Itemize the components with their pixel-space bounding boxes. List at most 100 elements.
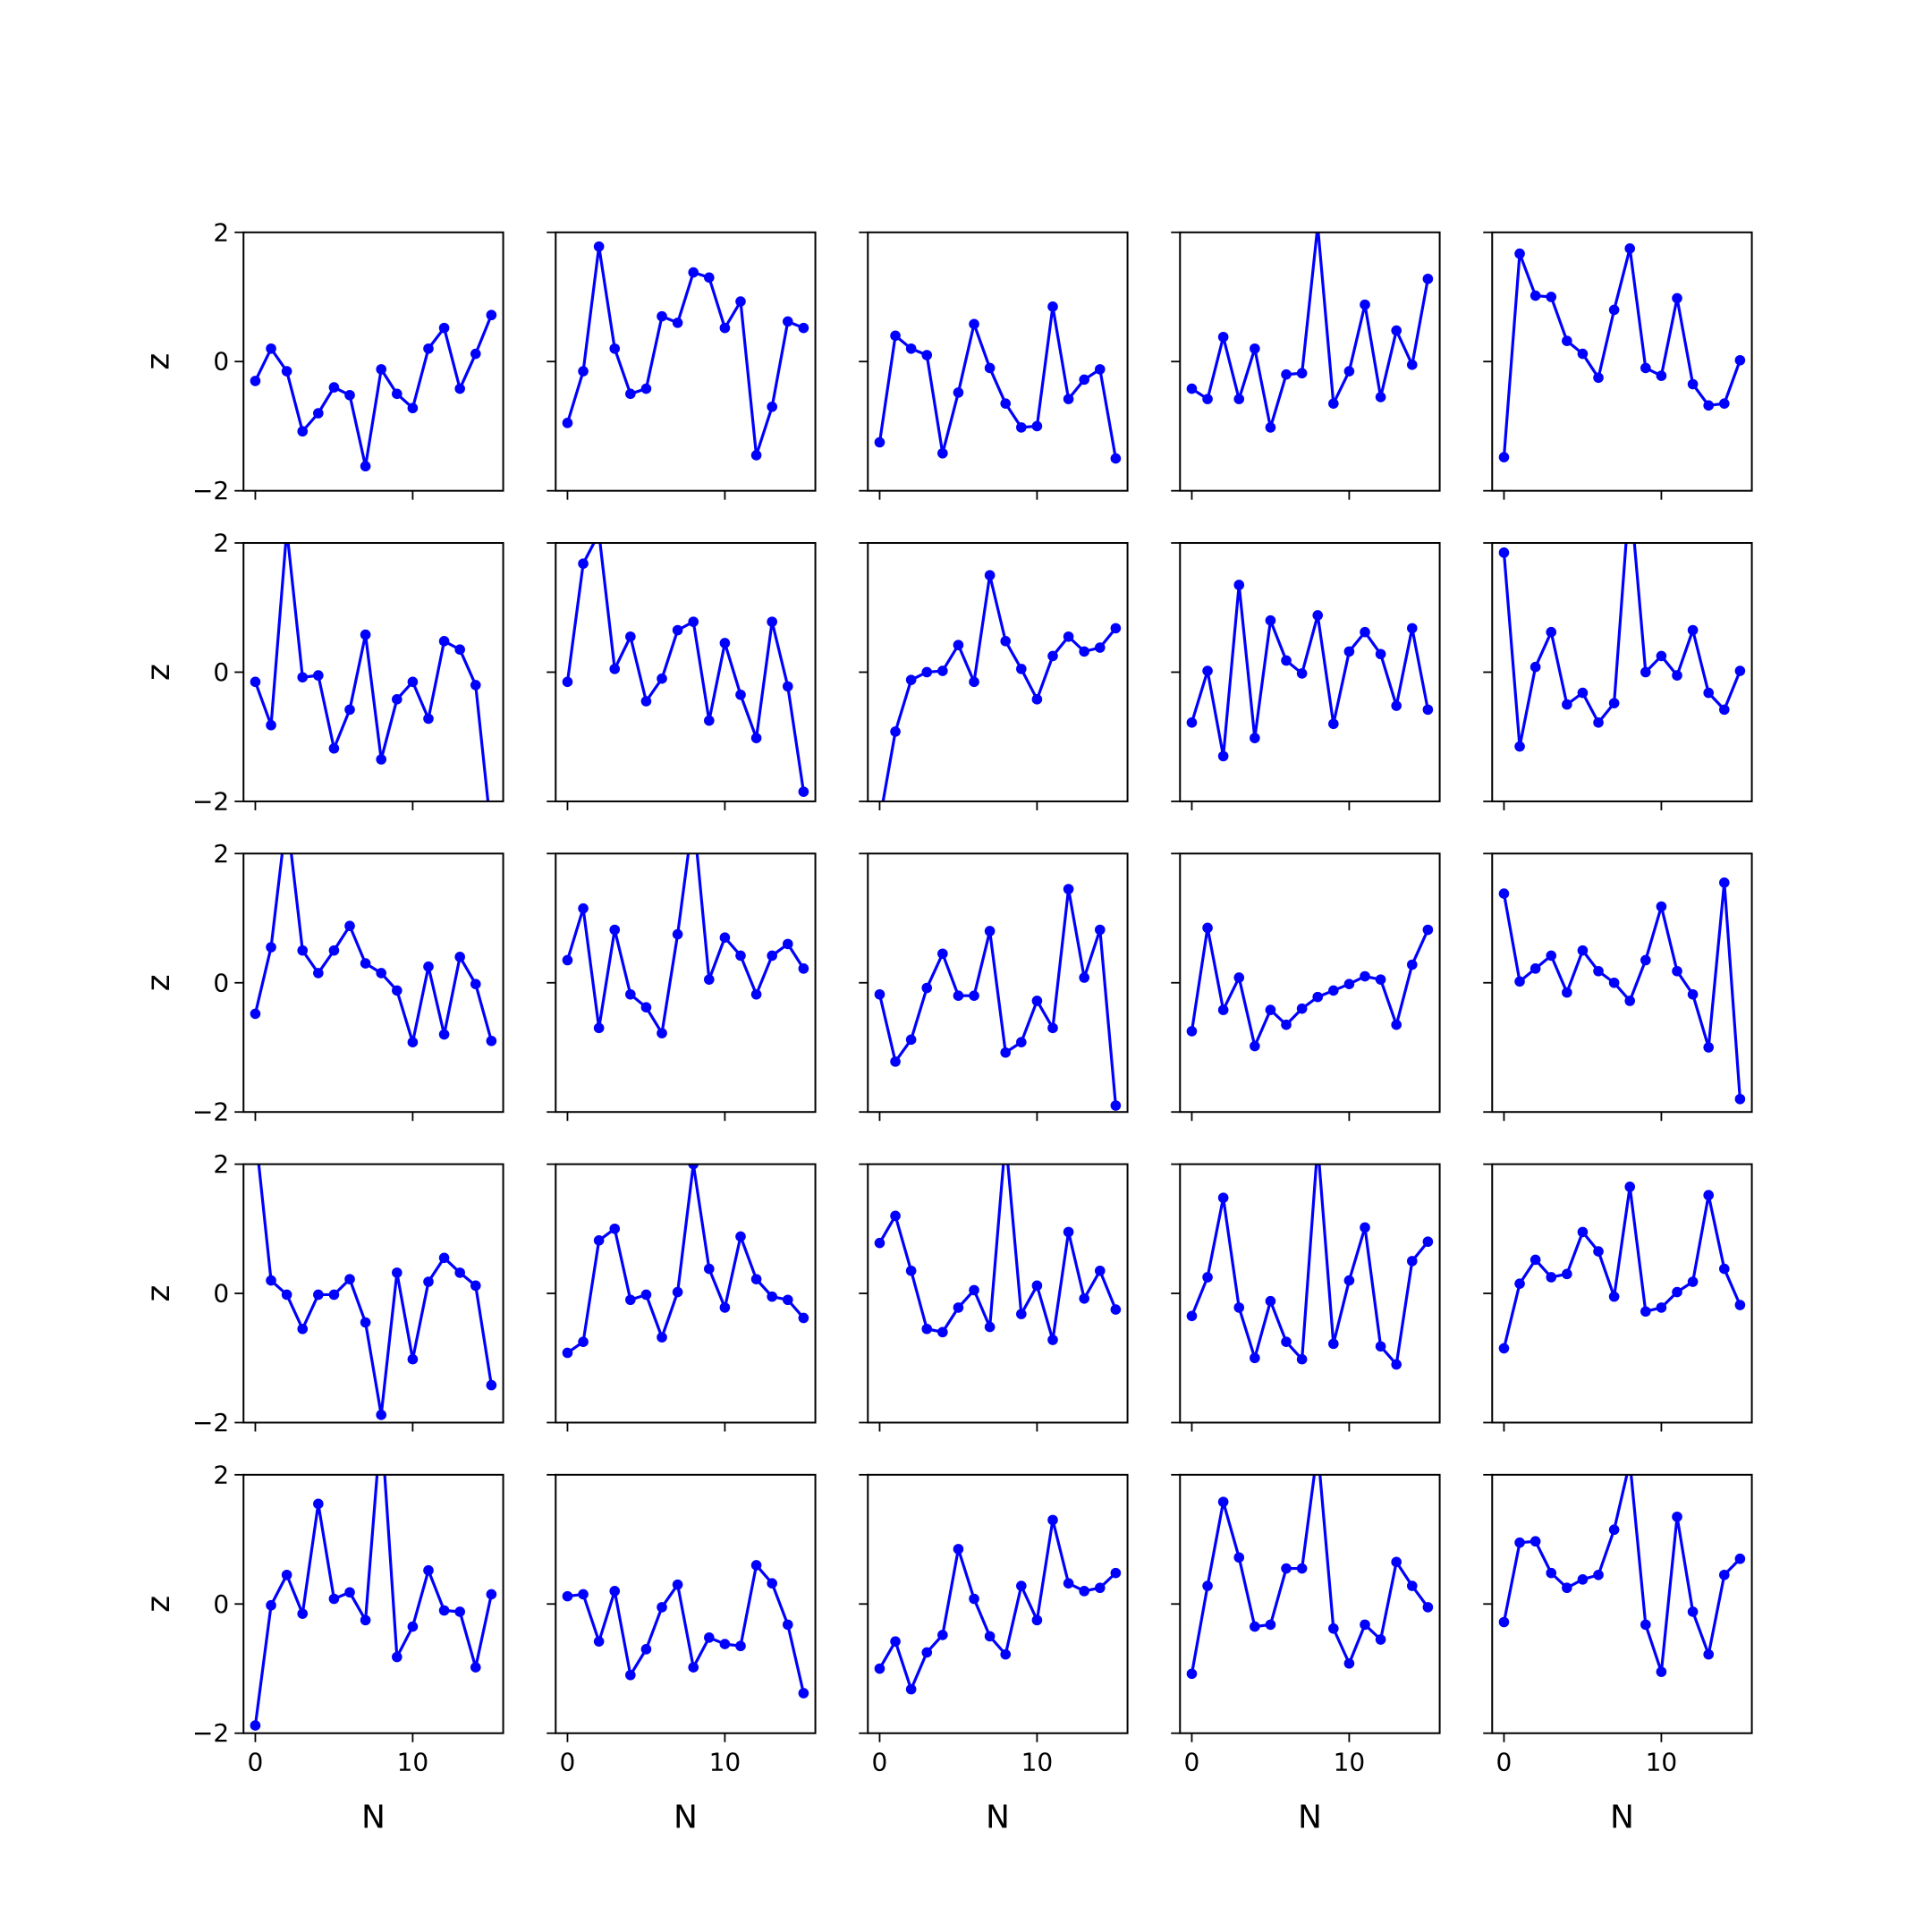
data-line bbox=[1190, 1164, 1429, 1367]
data-point bbox=[1343, 1657, 1355, 1669]
data-line bbox=[1190, 583, 1429, 758]
plot-area bbox=[1498, 1182, 1746, 1354]
y-tick-label: 0 bbox=[213, 968, 229, 997]
data-point bbox=[1391, 325, 1402, 336]
data-point bbox=[719, 932, 731, 943]
data-point bbox=[625, 388, 636, 400]
y-axis-label: z bbox=[140, 1285, 177, 1302]
data-point bbox=[1281, 655, 1292, 666]
data-point bbox=[1202, 394, 1213, 404]
data-point bbox=[1000, 636, 1012, 647]
data-point bbox=[1687, 988, 1699, 1000]
data-point bbox=[767, 1291, 777, 1302]
data-point bbox=[423, 713, 434, 724]
data-point bbox=[1110, 623, 1122, 634]
data-point bbox=[875, 816, 886, 826]
data-point bbox=[890, 726, 901, 737]
x-tick-label: 10 bbox=[1334, 1748, 1366, 1777]
data-point bbox=[360, 1317, 371, 1328]
data-point bbox=[313, 968, 324, 979]
plot-area bbox=[1498, 243, 1746, 462]
data-point bbox=[609, 924, 621, 936]
data-point bbox=[562, 954, 573, 966]
subplot bbox=[547, 809, 817, 1122]
data-point bbox=[1233, 972, 1245, 983]
data-point bbox=[1000, 1133, 1011, 1144]
x-axis-label: N bbox=[1610, 1800, 1634, 1836]
data-line bbox=[877, 887, 1117, 1106]
data-point bbox=[1640, 666, 1651, 678]
data-point bbox=[1000, 1046, 1012, 1058]
plot-area bbox=[250, 853, 497, 1048]
data-point bbox=[266, 942, 276, 953]
data-point bbox=[984, 926, 996, 936]
data-point bbox=[593, 1234, 605, 1246]
data-point bbox=[657, 1028, 667, 1038]
data-point bbox=[1687, 378, 1699, 390]
data-point bbox=[937, 1326, 948, 1338]
data-line bbox=[1502, 247, 1741, 458]
data-point bbox=[297, 1323, 309, 1335]
data-point bbox=[562, 1347, 573, 1359]
data-point bbox=[438, 322, 450, 334]
data-point bbox=[1079, 374, 1089, 386]
data-point bbox=[454, 1606, 465, 1617]
data-point bbox=[1391, 1359, 1402, 1370]
data-point bbox=[704, 272, 715, 284]
data-point bbox=[1656, 1302, 1667, 1313]
data-point bbox=[1577, 687, 1589, 699]
data-point bbox=[969, 1284, 979, 1296]
subplot: −2 0 2 z bbox=[140, 529, 504, 816]
data-line bbox=[566, 1164, 805, 1354]
subplot bbox=[1483, 542, 1753, 810]
data-line bbox=[565, 543, 805, 792]
x-tick-label: 0 bbox=[1496, 1748, 1513, 1777]
data-point bbox=[1031, 1280, 1043, 1292]
data-point bbox=[578, 1336, 589, 1347]
plot-area bbox=[562, 543, 809, 797]
data-point bbox=[1296, 668, 1308, 679]
data-point bbox=[1672, 1286, 1682, 1298]
data-point bbox=[688, 809, 699, 820]
data-point bbox=[1703, 687, 1714, 699]
x-tick-label: 0 bbox=[248, 1748, 264, 1777]
data-point bbox=[625, 631, 636, 642]
data-point bbox=[281, 1569, 292, 1580]
data-point bbox=[672, 928, 683, 940]
data-point bbox=[1110, 1100, 1122, 1111]
axes-frame bbox=[1491, 852, 1753, 1114]
data-point bbox=[921, 1647, 933, 1658]
x-tick-label: 10 bbox=[397, 1748, 429, 1777]
data-point bbox=[1094, 642, 1106, 653]
data-point bbox=[953, 1302, 964, 1313]
data-point bbox=[486, 309, 497, 321]
y-axis-label: z bbox=[140, 974, 177, 991]
data-point bbox=[328, 945, 340, 956]
data-point bbox=[1391, 1556, 1402, 1568]
data-point bbox=[1514, 976, 1525, 987]
data-point bbox=[1281, 369, 1292, 380]
data-point bbox=[486, 1035, 497, 1046]
y-axis-label: z bbox=[140, 664, 177, 681]
data-point bbox=[1422, 704, 1434, 716]
plot-area bbox=[1498, 543, 1746, 752]
data-point bbox=[1498, 1343, 1510, 1354]
data-point bbox=[750, 450, 762, 461]
data-point bbox=[1312, 991, 1324, 1003]
data-point bbox=[1608, 1291, 1620, 1302]
data-point bbox=[905, 674, 917, 685]
data-point bbox=[921, 666, 933, 678]
data-point bbox=[1703, 1648, 1714, 1660]
data-point bbox=[328, 1593, 340, 1605]
data-point bbox=[1281, 1019, 1292, 1030]
data-point bbox=[250, 676, 261, 688]
data-point bbox=[1063, 631, 1074, 642]
data-point bbox=[921, 1323, 933, 1335]
data-line bbox=[1502, 1474, 1741, 1674]
data-point bbox=[657, 1332, 667, 1343]
data-point bbox=[1281, 1563, 1292, 1574]
data-point bbox=[704, 974, 715, 985]
plot-area bbox=[250, 1474, 497, 1731]
data-point bbox=[376, 364, 387, 375]
data-point bbox=[719, 322, 731, 334]
